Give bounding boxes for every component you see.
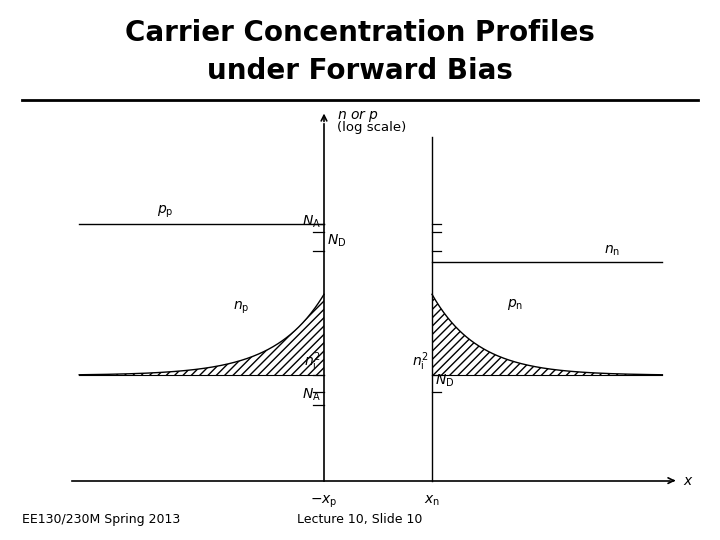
Text: $N_\mathrm{A}$: $N_\mathrm{A}$ bbox=[302, 214, 321, 230]
Text: $n$ or $p$: $n$ or $p$ bbox=[337, 108, 379, 124]
Text: (log scale): (log scale) bbox=[337, 122, 406, 134]
Text: under Forward Bias: under Forward Bias bbox=[207, 57, 513, 85]
Text: $p_\mathrm{p}$: $p_\mathrm{p}$ bbox=[158, 204, 174, 220]
Text: $n_\mathrm{i}^2$: $n_\mathrm{i}^2$ bbox=[305, 350, 321, 373]
Text: Carrier Concentration Profiles: Carrier Concentration Profiles bbox=[125, 19, 595, 47]
Text: $n_\mathrm{p}$: $n_\mathrm{p}$ bbox=[233, 300, 249, 316]
Text: EE130/230M Spring 2013: EE130/230M Spring 2013 bbox=[22, 514, 180, 526]
Text: $N_\mathrm{D}$: $N_\mathrm{D}$ bbox=[435, 373, 454, 389]
Text: $n_\mathrm{n}$: $n_\mathrm{n}$ bbox=[604, 243, 620, 258]
Text: $p_\mathrm{n}$: $p_\mathrm{n}$ bbox=[507, 297, 523, 312]
Text: $x_\mathrm{n}$: $x_\mathrm{n}$ bbox=[424, 494, 440, 509]
Text: $N_\mathrm{D}$: $N_\mathrm{D}$ bbox=[327, 233, 346, 249]
Text: $N_\mathrm{A}$: $N_\mathrm{A}$ bbox=[302, 387, 321, 403]
Text: $-x_\mathrm{p}$: $-x_\mathrm{p}$ bbox=[310, 494, 338, 510]
Text: $x$: $x$ bbox=[683, 474, 693, 488]
Text: Lecture 10, Slide 10: Lecture 10, Slide 10 bbox=[297, 514, 423, 526]
Text: $n_\mathrm{i}^2$: $n_\mathrm{i}^2$ bbox=[413, 350, 429, 373]
